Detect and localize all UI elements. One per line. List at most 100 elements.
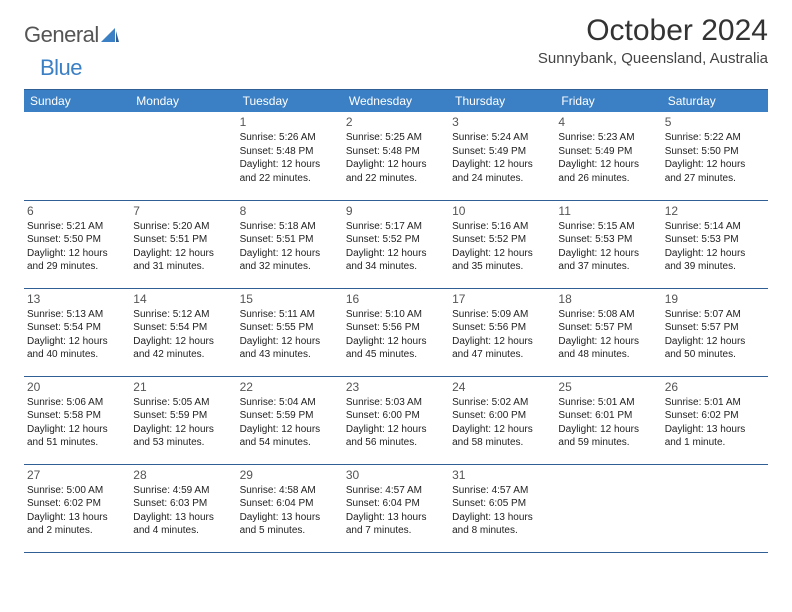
month-title: October 2024 xyxy=(538,14,768,48)
day-number: 28 xyxy=(133,468,233,482)
day-details: Sunrise: 5:01 AMSunset: 6:02 PMDaylight:… xyxy=(665,396,765,450)
title-block: October 2024 Sunnybank, Queensland, Aust… xyxy=(538,14,768,67)
day-number: 19 xyxy=(665,292,765,306)
logo: General xyxy=(24,22,121,48)
calendar-day-cell: 26Sunrise: 5:01 AMSunset: 6:02 PMDayligh… xyxy=(662,376,768,464)
detail-line: Sunset: 6:05 PM xyxy=(452,497,552,511)
day-details: Sunrise: 4:57 AMSunset: 6:04 PMDaylight:… xyxy=(346,484,446,538)
detail-line: Daylight: 12 hours xyxy=(27,423,127,437)
day-details: Sunrise: 5:25 AMSunset: 5:48 PMDaylight:… xyxy=(346,131,446,185)
detail-line: and 22 minutes. xyxy=(346,172,446,186)
detail-line: Sunset: 5:53 PM xyxy=(558,233,658,247)
detail-line: Daylight: 12 hours xyxy=(346,335,446,349)
detail-line: Sunrise: 5:25 AM xyxy=(346,131,446,145)
detail-line: Sunset: 5:48 PM xyxy=(346,145,446,159)
detail-line: Sunset: 6:02 PM xyxy=(665,409,765,423)
detail-line: and 59 minutes. xyxy=(558,436,658,450)
calendar-day-cell: 17Sunrise: 5:09 AMSunset: 5:56 PMDayligh… xyxy=(449,288,555,376)
day-details: Sunrise: 5:21 AMSunset: 5:50 PMDaylight:… xyxy=(27,220,127,274)
detail-line: Sunrise: 5:01 AM xyxy=(665,396,765,410)
calendar-day-cell: 23Sunrise: 5:03 AMSunset: 6:00 PMDayligh… xyxy=(343,376,449,464)
detail-line: Daylight: 12 hours xyxy=(665,158,765,172)
day-number: 12 xyxy=(665,204,765,218)
detail-line: and 39 minutes. xyxy=(665,260,765,274)
calendar-week-row: 6Sunrise: 5:21 AMSunset: 5:50 PMDaylight… xyxy=(24,200,768,288)
day-number: 6 xyxy=(27,204,127,218)
day-number: 3 xyxy=(452,115,552,129)
detail-line: Sunset: 6:03 PM xyxy=(133,497,233,511)
location: Sunnybank, Queensland, Australia xyxy=(538,50,768,67)
detail-line: Daylight: 12 hours xyxy=(452,158,552,172)
day-number: 7 xyxy=(133,204,233,218)
detail-line: Sunset: 5:55 PM xyxy=(240,321,340,335)
day-details: Sunrise: 4:57 AMSunset: 6:05 PMDaylight:… xyxy=(452,484,552,538)
detail-line: Sunset: 5:50 PM xyxy=(27,233,127,247)
day-details: Sunrise: 5:06 AMSunset: 5:58 PMDaylight:… xyxy=(27,396,127,450)
detail-line: and 42 minutes. xyxy=(133,348,233,362)
detail-line: Sunset: 5:51 PM xyxy=(133,233,233,247)
logo-sail-icon xyxy=(101,28,119,42)
detail-line: and 48 minutes. xyxy=(558,348,658,362)
detail-line: and 8 minutes. xyxy=(452,524,552,538)
calendar-day-cell: 4Sunrise: 5:23 AMSunset: 5:49 PMDaylight… xyxy=(555,112,661,200)
logo-text-blue: Blue xyxy=(40,55,82,81)
detail-line: Sunrise: 4:58 AM xyxy=(240,484,340,498)
detail-line: and 31 minutes. xyxy=(133,260,233,274)
detail-line: Sunrise: 5:08 AM xyxy=(558,308,658,322)
calendar-day-cell: 9Sunrise: 5:17 AMSunset: 5:52 PMDaylight… xyxy=(343,200,449,288)
calendar-day-cell: 27Sunrise: 5:00 AMSunset: 6:02 PMDayligh… xyxy=(24,464,130,552)
day-number: 31 xyxy=(452,468,552,482)
day-details: Sunrise: 5:23 AMSunset: 5:49 PMDaylight:… xyxy=(558,131,658,185)
logo-text-gray: General xyxy=(24,22,99,48)
detail-line: Daylight: 12 hours xyxy=(346,158,446,172)
calendar-day-cell: 21Sunrise: 5:05 AMSunset: 5:59 PMDayligh… xyxy=(130,376,236,464)
detail-line: Daylight: 12 hours xyxy=(558,423,658,437)
day-details: Sunrise: 5:16 AMSunset: 5:52 PMDaylight:… xyxy=(452,220,552,274)
detail-line: and 56 minutes. xyxy=(346,436,446,450)
detail-line: and 47 minutes. xyxy=(452,348,552,362)
day-number: 9 xyxy=(346,204,446,218)
detail-line: Sunset: 5:51 PM xyxy=(240,233,340,247)
day-number: 24 xyxy=(452,380,552,394)
detail-line: Sunrise: 5:21 AM xyxy=(27,220,127,234)
detail-line: Sunset: 5:54 PM xyxy=(133,321,233,335)
calendar-day-cell: 1Sunrise: 5:26 AMSunset: 5:48 PMDaylight… xyxy=(237,112,343,200)
calendar-empty-cell xyxy=(662,464,768,552)
day-details: Sunrise: 5:01 AMSunset: 6:01 PMDaylight:… xyxy=(558,396,658,450)
detail-line: Sunset: 5:49 PM xyxy=(452,145,552,159)
calendar-day-cell: 28Sunrise: 4:59 AMSunset: 6:03 PMDayligh… xyxy=(130,464,236,552)
detail-line: Sunrise: 5:14 AM xyxy=(665,220,765,234)
detail-line: and 32 minutes. xyxy=(240,260,340,274)
calendar-day-cell: 8Sunrise: 5:18 AMSunset: 5:51 PMDaylight… xyxy=(237,200,343,288)
calendar-day-cell: 29Sunrise: 4:58 AMSunset: 6:04 PMDayligh… xyxy=(237,464,343,552)
detail-line: Sunrise: 5:15 AM xyxy=(558,220,658,234)
calendar-day-cell: 12Sunrise: 5:14 AMSunset: 5:53 PMDayligh… xyxy=(662,200,768,288)
detail-line: Sunset: 5:58 PM xyxy=(27,409,127,423)
calendar-day-cell: 6 Sunrise: 5:21 AMSunset: 5:50 PMDaylight… xyxy=(24,200,130,288)
detail-line: Sunrise: 4:57 AM xyxy=(346,484,446,498)
day-number: 21 xyxy=(133,380,233,394)
detail-line: Daylight: 13 hours xyxy=(133,511,233,525)
detail-line: Sunset: 5:50 PM xyxy=(665,145,765,159)
detail-line: Sunrise: 5:18 AM xyxy=(240,220,340,234)
day-details: Sunrise: 5:08 AMSunset: 5:57 PMDaylight:… xyxy=(558,308,658,362)
calendar-empty-cell xyxy=(555,464,661,552)
calendar-week-row: 20 Sunrise: 5:06 AMSunset: 5:58 PMDayligh… xyxy=(24,376,768,464)
detail-line: Sunrise: 5:26 AM xyxy=(240,131,340,145)
detail-line: Daylight: 13 hours xyxy=(346,511,446,525)
calendar-day-cell: 5Sunrise: 5:22 AMSunset: 5:50 PMDaylight… xyxy=(662,112,768,200)
day-number: 20 xyxy=(27,380,127,394)
detail-line: Daylight: 12 hours xyxy=(558,158,658,172)
detail-line: Daylight: 13 hours xyxy=(27,511,127,525)
calendar-day-cell: 25 Sunrise: 5:01 AMSunset: 6:01 PMDayligh… xyxy=(555,376,661,464)
calendar-day-cell: 13Sunrise: 5:13 AMSunset: 5:54 PMDayligh… xyxy=(24,288,130,376)
detail-line: Daylight: 12 hours xyxy=(133,247,233,261)
detail-line: Daylight: 12 hours xyxy=(133,423,233,437)
day-number: 22 xyxy=(240,380,340,394)
detail-line: Sunrise: 5:10 AM xyxy=(346,308,446,322)
day-number: 25 xyxy=(558,380,658,394)
calendar-day-cell: 10Sunrise: 5:16 AMSunset: 5:52 PMDayligh… xyxy=(449,200,555,288)
detail-line: and 53 minutes. xyxy=(133,436,233,450)
day-number: 23 xyxy=(346,380,446,394)
day-number: 18 xyxy=(558,292,658,306)
